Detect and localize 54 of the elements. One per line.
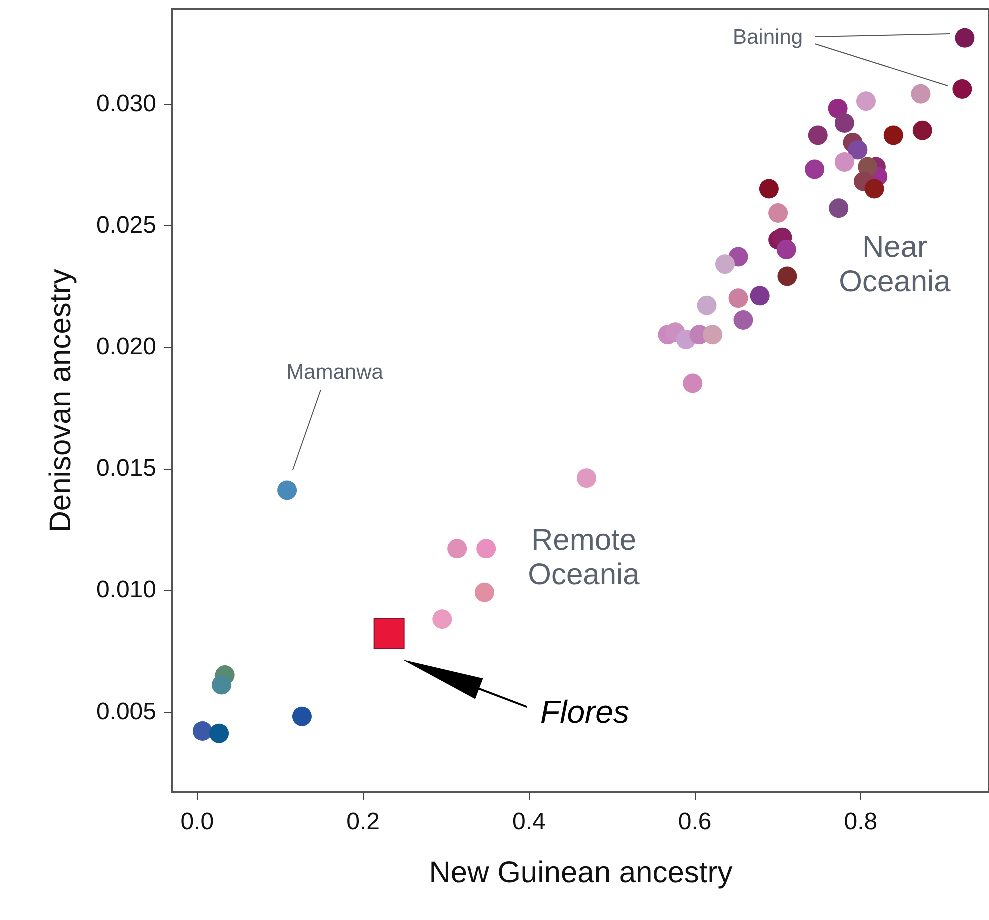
point: [715, 254, 735, 274]
point: [734, 310, 754, 330]
point: [778, 266, 798, 286]
point: [834, 152, 854, 172]
annotation: Baining: [732, 26, 804, 49]
point: [759, 179, 779, 199]
y-tick-label: 0.010: [96, 576, 156, 604]
point: [192, 721, 212, 741]
point: [292, 706, 312, 726]
point: [776, 240, 796, 260]
point: [448, 539, 468, 559]
point: [768, 204, 788, 223]
y-axis-title: Denisovan ancestry: [44, 269, 78, 533]
point: [683, 374, 703, 394]
y-tick-label: 0.020: [96, 334, 156, 361]
point: [476, 539, 496, 559]
point: [805, 160, 825, 180]
point: [750, 286, 770, 306]
point: [210, 724, 230, 744]
point: [728, 288, 748, 308]
point: [828, 98, 848, 118]
y-tick-label: 0.015: [96, 455, 156, 482]
point: [374, 618, 405, 650]
point: [432, 610, 452, 630]
x-tick-label: 0.0: [180, 808, 214, 836]
point: [808, 126, 828, 146]
point: [697, 296, 717, 316]
x-axis-title: New Guinean ancestry: [429, 856, 733, 890]
point: [848, 140, 868, 160]
x-tick-label: 0.2: [346, 808, 380, 836]
point: [834, 114, 854, 134]
point: [278, 480, 298, 500]
point: [576, 468, 596, 488]
point: [829, 198, 849, 218]
point: [884, 126, 904, 146]
x-tick-label: 0.4: [512, 808, 546, 836]
point: [911, 84, 931, 104]
x-tick-label: 0.6: [678, 808, 712, 836]
point: [952, 80, 972, 99]
point: [212, 675, 232, 695]
point: [864, 179, 884, 199]
point: [955, 28, 975, 48]
annotation: Mamanwa: [286, 361, 384, 384]
annotation: Flores: [540, 694, 630, 730]
point: [703, 325, 723, 345]
annotation: Remote Oceania: [528, 524, 640, 592]
y-tick-label: 0.030: [96, 90, 156, 118]
point: [856, 92, 876, 112]
annotation: Near Oceania: [839, 231, 952, 298]
point: [474, 582, 494, 602]
x-tick-label: 0.8: [844, 808, 878, 836]
point: [912, 120, 932, 140]
y-tick-label: 0.025: [96, 212, 156, 239]
y-tick-label: 0.005: [96, 698, 156, 726]
